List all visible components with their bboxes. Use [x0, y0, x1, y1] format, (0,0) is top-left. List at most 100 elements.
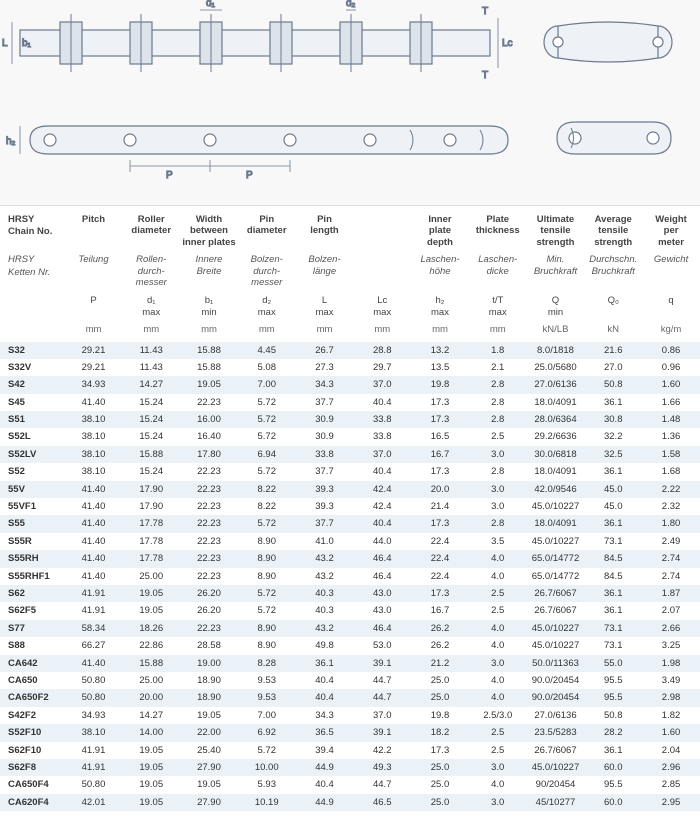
data-cell: 2.8: [469, 463, 527, 480]
data-cell: 50.80: [65, 672, 123, 689]
data-cell: 27.0/6136: [527, 376, 585, 393]
data-cell: 26.7/6067: [527, 602, 585, 619]
data-cell: 45/10277: [527, 794, 585, 811]
data-cell: 44.9: [296, 794, 354, 811]
column-header: P: [65, 291, 123, 321]
data-cell: 37.7: [296, 515, 354, 532]
data-cell: 19.05: [122, 602, 180, 619]
data-cell: 5.72: [238, 463, 296, 480]
column-header: Ultimatetensilestrength: [527, 206, 585, 251]
column-header: Teilung: [65, 251, 123, 291]
data-cell: 39.4: [296, 742, 354, 759]
data-cell: 5.72: [238, 411, 296, 428]
chain-no-cell: S42F2: [0, 707, 65, 724]
data-cell: 22.23: [180, 394, 238, 411]
column-header: mm: [469, 321, 527, 341]
data-cell: 44.7: [353, 776, 411, 793]
data-cell: 7.00: [238, 376, 296, 393]
data-cell: 16.00: [180, 411, 238, 428]
table-row: S6241.9119.0526.205.7240.343.017.32.526.…: [0, 585, 700, 602]
chain-diagram-svg: d₁ d₂ L b₁ Lc T T: [0, 0, 700, 205]
data-cell: 1.98: [642, 655, 700, 672]
data-cell: 30.8: [584, 411, 642, 428]
column-header: mm: [411, 321, 469, 341]
data-cell: 4.0: [469, 672, 527, 689]
data-cell: 41.40: [65, 655, 123, 672]
column-header: HRSYChain No.: [0, 206, 65, 251]
data-cell: 2.98: [642, 689, 700, 706]
chain-no-cell: S55: [0, 515, 65, 532]
data-cell: 11.43: [122, 359, 180, 376]
data-cell: 33.8: [296, 446, 354, 463]
column-header: Durchschn.Bruchkraft: [584, 251, 642, 291]
data-cell: 23.5/5283: [527, 724, 585, 741]
column-header: Gewicht: [642, 251, 700, 291]
data-cell: 2.49: [642, 533, 700, 550]
data-cell: 28.58: [180, 637, 238, 654]
chain-no-cell: S55RHF1: [0, 568, 65, 585]
data-cell: 45.0/10227: [527, 637, 585, 654]
data-cell: 32.2: [584, 428, 642, 445]
data-cell: 36.1: [584, 602, 642, 619]
column-header: h₂max: [411, 291, 469, 321]
chain-no-cell: S52: [0, 463, 65, 480]
column-header: Lmax: [296, 291, 354, 321]
table-row: 55VF141.4017.9022.238.2239.342.421.43.04…: [0, 498, 700, 515]
data-cell: 43.0: [353, 585, 411, 602]
data-cell: 15.24: [122, 463, 180, 480]
table-row: S55RH41.4017.7822.238.9043.246.422.44.06…: [0, 550, 700, 567]
data-cell: 30.0/6818: [527, 446, 585, 463]
data-cell: 39.3: [296, 498, 354, 515]
data-cell: 15.88: [122, 655, 180, 672]
chain-no-cell: S52F10: [0, 724, 65, 741]
data-cell: 5.72: [238, 428, 296, 445]
data-cell: 19.05: [122, 759, 180, 776]
data-cell: 25.0: [411, 689, 469, 706]
data-cell: 39.1: [353, 655, 411, 672]
table-row: CA65050.8025.0018.909.5340.444.725.04.09…: [0, 672, 700, 689]
data-cell: 22.23: [180, 463, 238, 480]
data-cell: 17.3: [411, 585, 469, 602]
data-cell: 37.0: [353, 707, 411, 724]
column-header: d₁max: [122, 291, 180, 321]
data-cell: 18.26: [122, 620, 180, 637]
data-cell: 18.0/4091: [527, 463, 585, 480]
data-cell: 58.34: [65, 620, 123, 637]
data-cell: 2.5: [469, 585, 527, 602]
data-cell: 60.0: [584, 794, 642, 811]
chain-no-cell: CA620F4: [0, 794, 65, 811]
dim-d1: d₁: [206, 0, 216, 9]
data-cell: 1.82: [642, 707, 700, 724]
data-cell: 8.90: [238, 568, 296, 585]
column-header: [0, 291, 65, 321]
data-cell: 90.0/20454: [527, 689, 585, 706]
table-head: HRSYChain No.PitchRollerdiameterWidthbet…: [0, 206, 700, 342]
chain-no-cell: S77: [0, 620, 65, 637]
column-header: Laschen-höhe: [411, 251, 469, 291]
data-cell: 84.5: [584, 568, 642, 585]
data-cell: 43.2: [296, 568, 354, 585]
data-cell: 27.90: [180, 794, 238, 811]
data-cell: 36.1: [584, 515, 642, 532]
column-header: Widthbetweeninner plates: [180, 206, 238, 251]
data-cell: 1.48: [642, 411, 700, 428]
data-cell: 2.8: [469, 515, 527, 532]
column-header: Min.Bruchkraft: [527, 251, 585, 291]
data-cell: 42.0/9546: [527, 481, 585, 498]
data-cell: 2.8: [469, 376, 527, 393]
data-cell: 5.72: [238, 742, 296, 759]
data-cell: 8.22: [238, 498, 296, 515]
data-cell: 37.0: [353, 446, 411, 463]
data-cell: 3.0: [469, 794, 527, 811]
data-cell: 3.0: [469, 446, 527, 463]
data-cell: 26.7: [296, 342, 354, 359]
data-cell: 1.60: [642, 724, 700, 741]
data-cell: 22.4: [411, 533, 469, 550]
data-cell: 22.00: [180, 724, 238, 741]
data-cell: 1.60: [642, 376, 700, 393]
data-cell: 2.5: [469, 602, 527, 619]
data-cell: 18.0/4091: [527, 515, 585, 532]
data-cell: 1.58: [642, 446, 700, 463]
column-header: Innerplatedepth: [411, 206, 469, 251]
data-cell: 21.4: [411, 498, 469, 515]
